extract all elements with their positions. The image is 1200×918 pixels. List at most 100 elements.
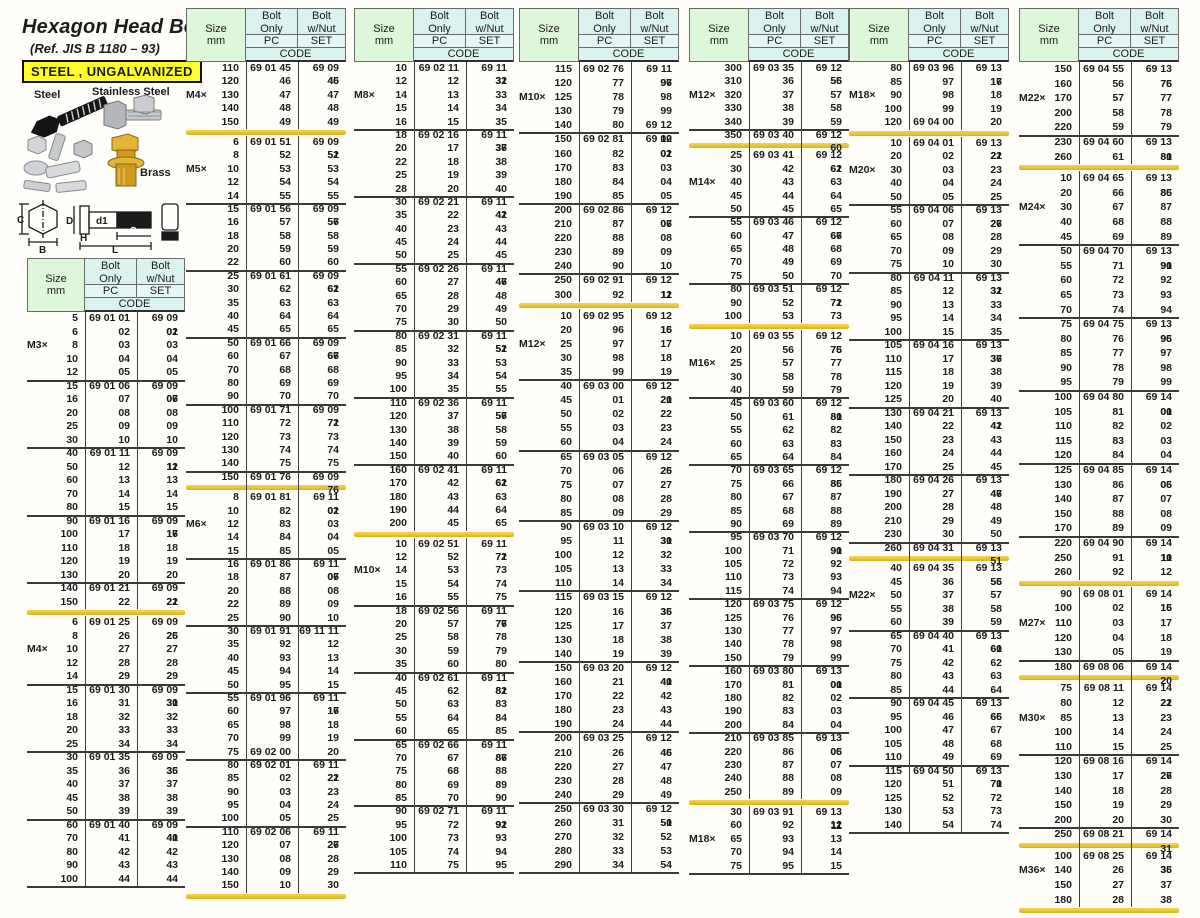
pc-code-cell: 87 xyxy=(1079,492,1131,507)
table-row: 10 69 02 51 69 11 71 xyxy=(354,537,514,565)
table-row: 120 46 46 xyxy=(186,75,346,89)
size-cell: 20 xyxy=(66,406,78,419)
size-cell: 95 xyxy=(730,531,742,544)
table-row: 210 87 07 xyxy=(519,217,679,232)
pc-code-cell: 89 xyxy=(246,598,298,612)
pc-code-cell: 12 xyxy=(1079,695,1131,711)
table-row: 75 69 02 00 20 xyxy=(186,745,346,759)
set-code-cell: 48 xyxy=(298,102,346,116)
pc-code-cell: 84 xyxy=(1079,448,1131,464)
pc-code-cell: 27 xyxy=(1079,878,1131,893)
pc-code-cell: 82 xyxy=(1079,419,1131,434)
pc-code-cell: 33 xyxy=(579,844,631,859)
pc-code-cell: 20 xyxy=(909,393,961,407)
size-cell: 220 xyxy=(554,760,572,773)
size-cell: 115 xyxy=(1055,434,1072,447)
size-cell: 150 xyxy=(389,450,407,463)
pc-code-cell: 98 xyxy=(909,89,961,103)
table-row: 35 36 36 xyxy=(27,764,185,778)
table-row: 120 77 97 xyxy=(519,76,679,91)
table-row: 140 09 29 xyxy=(186,866,346,880)
pc-code-cell: 68 xyxy=(246,363,298,377)
size-cell: 90 xyxy=(395,356,407,369)
set-code-cell: 48 xyxy=(466,289,514,304)
size-cell: 10 xyxy=(395,62,407,74)
table-row: 150 88 08 xyxy=(1019,506,1179,522)
set-code-cell: 45 xyxy=(961,460,1009,474)
size-cell: 25 xyxy=(66,420,78,432)
set-code-cell: 83 xyxy=(466,698,514,712)
size-cell: 180 xyxy=(724,691,742,704)
table-row: 65 69 04 40 69 13 60 xyxy=(849,629,1009,657)
table-row: 75 95 15 xyxy=(689,859,849,874)
table-row: 170 83 03 xyxy=(519,160,679,175)
size-cell: 110 xyxy=(390,859,407,872)
table-row: 70 49 69 xyxy=(689,256,849,270)
set-code-cell: 29 xyxy=(298,866,346,880)
size-cell: 65 xyxy=(730,450,742,463)
pc-code-cell: 52 xyxy=(909,791,961,805)
pc-code-cell: 79 xyxy=(1079,375,1131,391)
size-cell: 18 xyxy=(227,571,239,584)
table-row: 110 69 02 36 69 11 56 xyxy=(354,396,514,424)
size-cell: M10× 14 xyxy=(354,564,407,577)
pc-code-cell: 40 xyxy=(414,450,466,464)
size-cell: 60 xyxy=(730,229,742,242)
set-code-cell: 24 xyxy=(298,799,346,813)
pc-code-cell: 65 xyxy=(246,323,298,337)
steel-photo-label: Steel xyxy=(34,89,61,101)
size-cell: 20 xyxy=(395,142,407,155)
pc-code-cell: 68 xyxy=(749,504,801,518)
table-row: 200 69 02 86 69 12 06 xyxy=(519,202,679,232)
set-code-cell: 81 xyxy=(1131,149,1179,165)
size-cell: M12× 25 xyxy=(519,337,572,350)
size-cell: 70 xyxy=(730,846,742,859)
set-code-cell: 07 xyxy=(801,758,849,773)
pc-code-cell: 64 xyxy=(414,711,466,726)
table-row: 20 08 08 xyxy=(27,406,185,420)
size-cell: 120 xyxy=(1054,449,1072,462)
set-subheader: SET xyxy=(961,35,1009,48)
size-cell: 85 xyxy=(890,683,902,696)
pc-code-cell: 82 xyxy=(749,691,801,706)
table-row: 75 07 27 xyxy=(519,477,679,492)
size-cell: 140 xyxy=(884,818,902,831)
table-row: 60 65 85 xyxy=(354,725,514,739)
set-code-cell: 87 xyxy=(1131,200,1179,215)
size-cell: 90 xyxy=(395,805,407,818)
set-code-cell: 04 xyxy=(137,352,185,366)
set-code-cell: 10 xyxy=(631,259,679,274)
pc-code-cell: 74 xyxy=(749,584,801,599)
table-row: 130 17 27 xyxy=(1019,768,1179,784)
size-cell: M8× 14 xyxy=(354,88,407,101)
table-row: 120 37 57 xyxy=(354,410,514,424)
table-row: 80 69 03 51 69 12 71 xyxy=(689,283,849,311)
set-code-cell: 18 xyxy=(631,350,679,365)
set-code-cell: 46 xyxy=(631,745,679,760)
set-code-cell: 69 12 60 xyxy=(801,128,849,156)
size-cell: 60 xyxy=(1060,274,1072,287)
set-code-cell: 03 xyxy=(137,339,185,353)
table-row: 50 69 01 66 69 09 66 xyxy=(186,336,346,364)
set-code-cell: 49 xyxy=(466,303,514,317)
table-row: 170 25 45 xyxy=(849,460,1009,474)
table-row: 140 22 42 xyxy=(849,420,1009,434)
set-subheader: SET xyxy=(298,35,346,48)
set-code-cell: 25 xyxy=(1131,739,1179,755)
size-cell: 140 xyxy=(724,638,742,651)
size-cell: 120 xyxy=(884,116,902,128)
pc-code-cell: 36 xyxy=(749,75,801,89)
set-code-cell: 18 xyxy=(1131,630,1179,646)
size-cell: 90 xyxy=(66,514,78,527)
size-cell: 220 xyxy=(1054,537,1072,549)
set-code-cell: 96 xyxy=(801,611,849,626)
table-row: 100 99 19 xyxy=(849,102,1009,116)
pc-code-cell: 26 xyxy=(85,629,137,643)
set-code-cell: 75 xyxy=(298,457,346,471)
table-row: 90 69 01 16 69 09 16 xyxy=(27,514,185,542)
set-code-cell: 26 xyxy=(631,463,679,478)
set-code-cell: 68 xyxy=(801,243,849,257)
set-code-cell: 09 xyxy=(1131,521,1179,536)
size-cell: 45 xyxy=(227,323,239,336)
pc-code-cell: 81 xyxy=(1079,404,1131,420)
